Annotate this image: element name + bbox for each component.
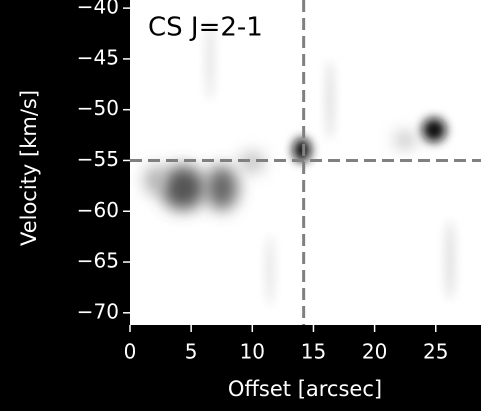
y-tick-label: −40: [77, 0, 119, 19]
x-tick-label: 10: [240, 340, 265, 364]
emission: [422, 118, 446, 142]
emission: [293, 138, 311, 162]
plot-area: [130, 0, 481, 325]
emission: [206, 166, 238, 210]
x-tick-label: 25: [423, 340, 448, 364]
emission: [161, 166, 205, 210]
emission: [445, 220, 455, 300]
x-tick-label: 5: [185, 340, 198, 364]
emission: [206, 20, 214, 100]
emission: [326, 60, 334, 140]
y-axis-label: Velocity [km/s]: [17, 90, 41, 246]
emission: [395, 132, 415, 148]
y-tick-label: −60: [77, 198, 119, 222]
y-tick-label: −45: [77, 45, 119, 69]
y-tick-label: −70: [77, 299, 119, 323]
emission: [240, 152, 264, 172]
y-tick-label: −55: [77, 147, 119, 171]
x-tick-label: 0: [124, 340, 137, 364]
x-tick-label: 20: [362, 340, 387, 364]
intensity-image: [145, 20, 455, 305]
y-tick-label: −65: [77, 249, 119, 273]
x-axis-label: Offset [arcsec]: [228, 377, 382, 401]
x-tick-label: 15: [301, 340, 326, 364]
emission: [266, 235, 274, 305]
emission: [145, 166, 165, 194]
annotation: CS J=2-1: [148, 13, 263, 43]
y-tick-label: −50: [77, 96, 119, 120]
